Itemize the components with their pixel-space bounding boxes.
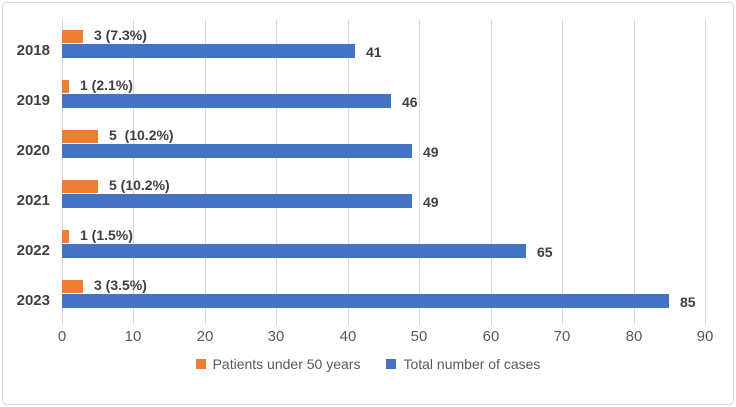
category-label: 2019 <box>16 92 50 109</box>
data-label: 65 <box>537 244 553 260</box>
legend-label-total-cases: Total number of cases <box>403 356 541 372</box>
data-label: 49 <box>423 144 439 160</box>
gridline <box>62 20 63 320</box>
gridline <box>348 20 349 320</box>
tick-mark <box>562 320 563 325</box>
category-label: 2022 <box>16 242 50 259</box>
legend-item-patients-under-50: Patients under 50 years <box>195 356 361 372</box>
bar-patients-under-50 <box>62 30 83 43</box>
gridline <box>634 20 635 320</box>
x-tick-label: 90 <box>696 328 714 345</box>
bar-patients-under-50 <box>62 130 98 143</box>
data-label: 1 (1.5%) <box>80 227 133 243</box>
gridline <box>419 20 420 320</box>
x-tick-label: 40 <box>339 328 357 345</box>
x-tick-label: 50 <box>410 328 428 345</box>
bar-patients-under-50 <box>62 230 69 243</box>
gridline <box>205 20 206 320</box>
x-tick-label: 30 <box>267 328 285 345</box>
category-label: 2023 <box>16 292 50 309</box>
gridline <box>491 20 492 320</box>
tick-mark <box>634 320 635 325</box>
data-label: 5 (10.2%) <box>109 127 174 143</box>
data-label: 5 (10.2%) <box>109 177 170 193</box>
legend-item-total-cases: Total number of cases <box>386 356 540 372</box>
x-tick-label: 70 <box>553 328 571 345</box>
category-label: 2018 <box>16 42 50 59</box>
gridline <box>133 20 134 320</box>
x-tick-label: 80 <box>625 328 643 345</box>
data-label: 3 (3.5%) <box>94 277 147 293</box>
data-label: 85 <box>680 294 696 310</box>
legend: Patients under 50 years Total number of … <box>0 356 736 372</box>
legend-swatch-blue <box>386 359 397 369</box>
tick-mark <box>205 320 206 325</box>
gridline <box>276 20 277 320</box>
data-label: 41 <box>366 44 382 60</box>
data-label: 1 (2.1%) <box>80 77 133 93</box>
gridline <box>705 20 706 320</box>
bar-total-cases <box>62 294 669 308</box>
tick-mark <box>491 320 492 325</box>
category-label: 2020 <box>16 142 50 159</box>
x-tick-label: 0 <box>57 328 67 345</box>
tick-mark <box>419 320 420 325</box>
tick-mark <box>276 320 277 325</box>
bar-patients-under-50 <box>62 180 98 193</box>
data-label: 49 <box>423 194 439 210</box>
bar-total-cases <box>62 244 526 258</box>
legend-label-patients-under-50: Patients under 50 years <box>212 356 361 372</box>
x-tick-label: 10 <box>124 328 142 345</box>
bar-patients-under-50 <box>62 280 83 293</box>
bar-total-cases <box>62 44 355 58</box>
tick-mark <box>62 320 63 325</box>
bar-total-cases <box>62 94 391 108</box>
tick-mark <box>348 320 349 325</box>
legend-swatch-orange <box>195 359 206 369</box>
bar-patients-under-50 <box>62 80 69 93</box>
tick-mark <box>133 320 134 325</box>
category-label: 2021 <box>16 192 50 209</box>
bar-total-cases <box>62 194 412 208</box>
data-label: 3 (7.3%) <box>94 27 147 43</box>
bar-total-cases <box>62 144 412 158</box>
data-label: 46 <box>402 94 418 110</box>
gridline <box>562 20 563 320</box>
tick-mark <box>705 320 706 325</box>
x-tick-label: 20 <box>196 328 214 345</box>
x-tick-label: 60 <box>482 328 500 345</box>
plot-area: 3 (7.3%) 41 1 (2.1%) 46 5 (10.2%) 49 5 (10.2%)… <box>62 20 706 325</box>
